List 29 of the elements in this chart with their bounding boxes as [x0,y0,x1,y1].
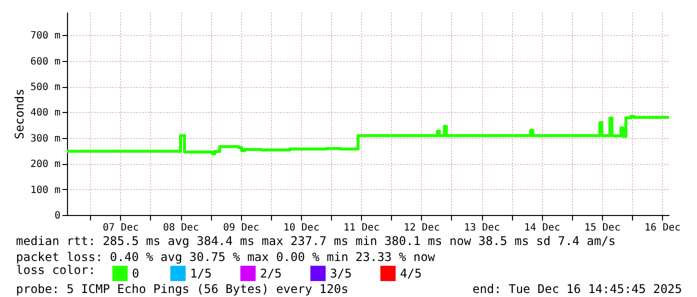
text: end: Tue Dec 16 14:45:45 2025 [472,282,682,296]
y-tick-label: 500 m [30,82,60,94]
text: probe: 5 ICMP Echo Pings (56 Bytes) every 120s [16,282,348,296]
x-tick-label: 14 Dec [524,222,560,234]
y-tick-label: 400 m [30,108,60,119]
y-tick-label: 300 m [30,133,60,144]
y-tick-label: 700 m [30,30,60,42]
y-tick-label: 600 m [30,56,60,68]
x-tick-label: 10 Dec [283,222,320,234]
y-axis-title: Seconds [12,88,26,140]
text: median rtt: 285.5 ms avg 384.4 ms max 237.7 ms min 380.1 ms now 38.5 ms sd 7.4 am/s [16,234,616,248]
x-tick-label: 07 Dec [102,222,139,234]
y-tick-label: 100 m [30,184,60,196]
x-tick-label: 15 Dec [584,222,620,234]
x-tick-label: 12 Dec [404,222,440,234]
legend-label: 3/5 [330,266,352,280]
text: packet loss: 0.40 % avg 30.75 % max 0.00 % min 23.33 % now [16,250,436,264]
x-tick-label: 13 Dec [464,222,500,234]
legend-label: 1/5 [190,266,212,280]
x-tick-label: 08 Dec [162,222,200,234]
legend-label: 0 [132,266,140,280]
y-tick-label: 0 [54,210,60,222]
x-tick-label: 11 Dec [344,222,380,234]
legend-label: 4/5 [400,266,422,280]
legend-label: 2/5 [260,266,282,280]
y-tick-label: 200 m [30,159,60,170]
legend-title: loss color: [16,263,96,277]
x-tick-label: 16 Dec [644,222,681,234]
x-tick-label: 09 Dec [223,222,260,234]
